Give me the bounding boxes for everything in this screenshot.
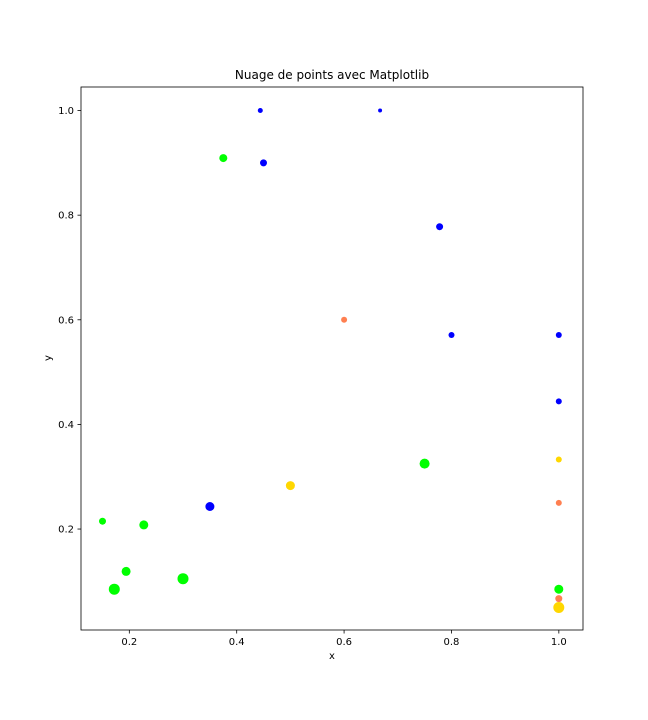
data-point	[554, 584, 564, 594]
data-point	[555, 499, 562, 506]
data-point	[177, 573, 189, 585]
data-point	[99, 517, 106, 525]
y-tick-label: 0.6	[58, 315, 74, 326]
data-point	[378, 108, 383, 113]
x-axis-ticks: 0.2 0.4 0.6 0.8 1.0	[121, 630, 567, 648]
data-point	[555, 332, 562, 338]
data-point	[555, 595, 563, 603]
data-point	[260, 159, 267, 167]
x-axis-label: x	[329, 651, 335, 662]
data-point	[341, 316, 348, 323]
y-tick-label: 1.0	[58, 106, 74, 117]
y-tick-label: 0.2	[58, 525, 74, 536]
y-axis-label: y	[43, 355, 54, 361]
data-point	[257, 108, 263, 113]
x-tick-label: 0.2	[121, 637, 137, 648]
chart-title: Nuage de points avec Matplotlib	[235, 68, 429, 82]
data-point	[219, 154, 228, 163]
data-point	[419, 458, 430, 469]
y-tick-label: 0.4	[58, 420, 74, 431]
data-point	[121, 566, 131, 576]
data-point	[555, 398, 562, 405]
data-point	[108, 583, 120, 595]
data-point	[139, 520, 149, 530]
plot-area	[81, 87, 583, 630]
data-point	[436, 223, 444, 231]
x-tick-label: 1.0	[551, 637, 567, 648]
plot-frame	[80, 86, 584, 631]
x-tick-label: 0.6	[336, 637, 352, 648]
x-tick-label: 0.8	[444, 637, 460, 648]
data-point	[555, 456, 562, 463]
data-points	[99, 108, 565, 613]
data-point	[448, 332, 455, 338]
x-tick-label: 0.4	[229, 637, 245, 648]
data-point	[205, 502, 215, 511]
data-point	[553, 602, 565, 613]
data-point	[285, 481, 295, 491]
y-tick-label: 0.8	[58, 211, 74, 222]
y-axis-ticks: 0.2 0.4 0.6 0.8 1.0	[58, 106, 81, 536]
